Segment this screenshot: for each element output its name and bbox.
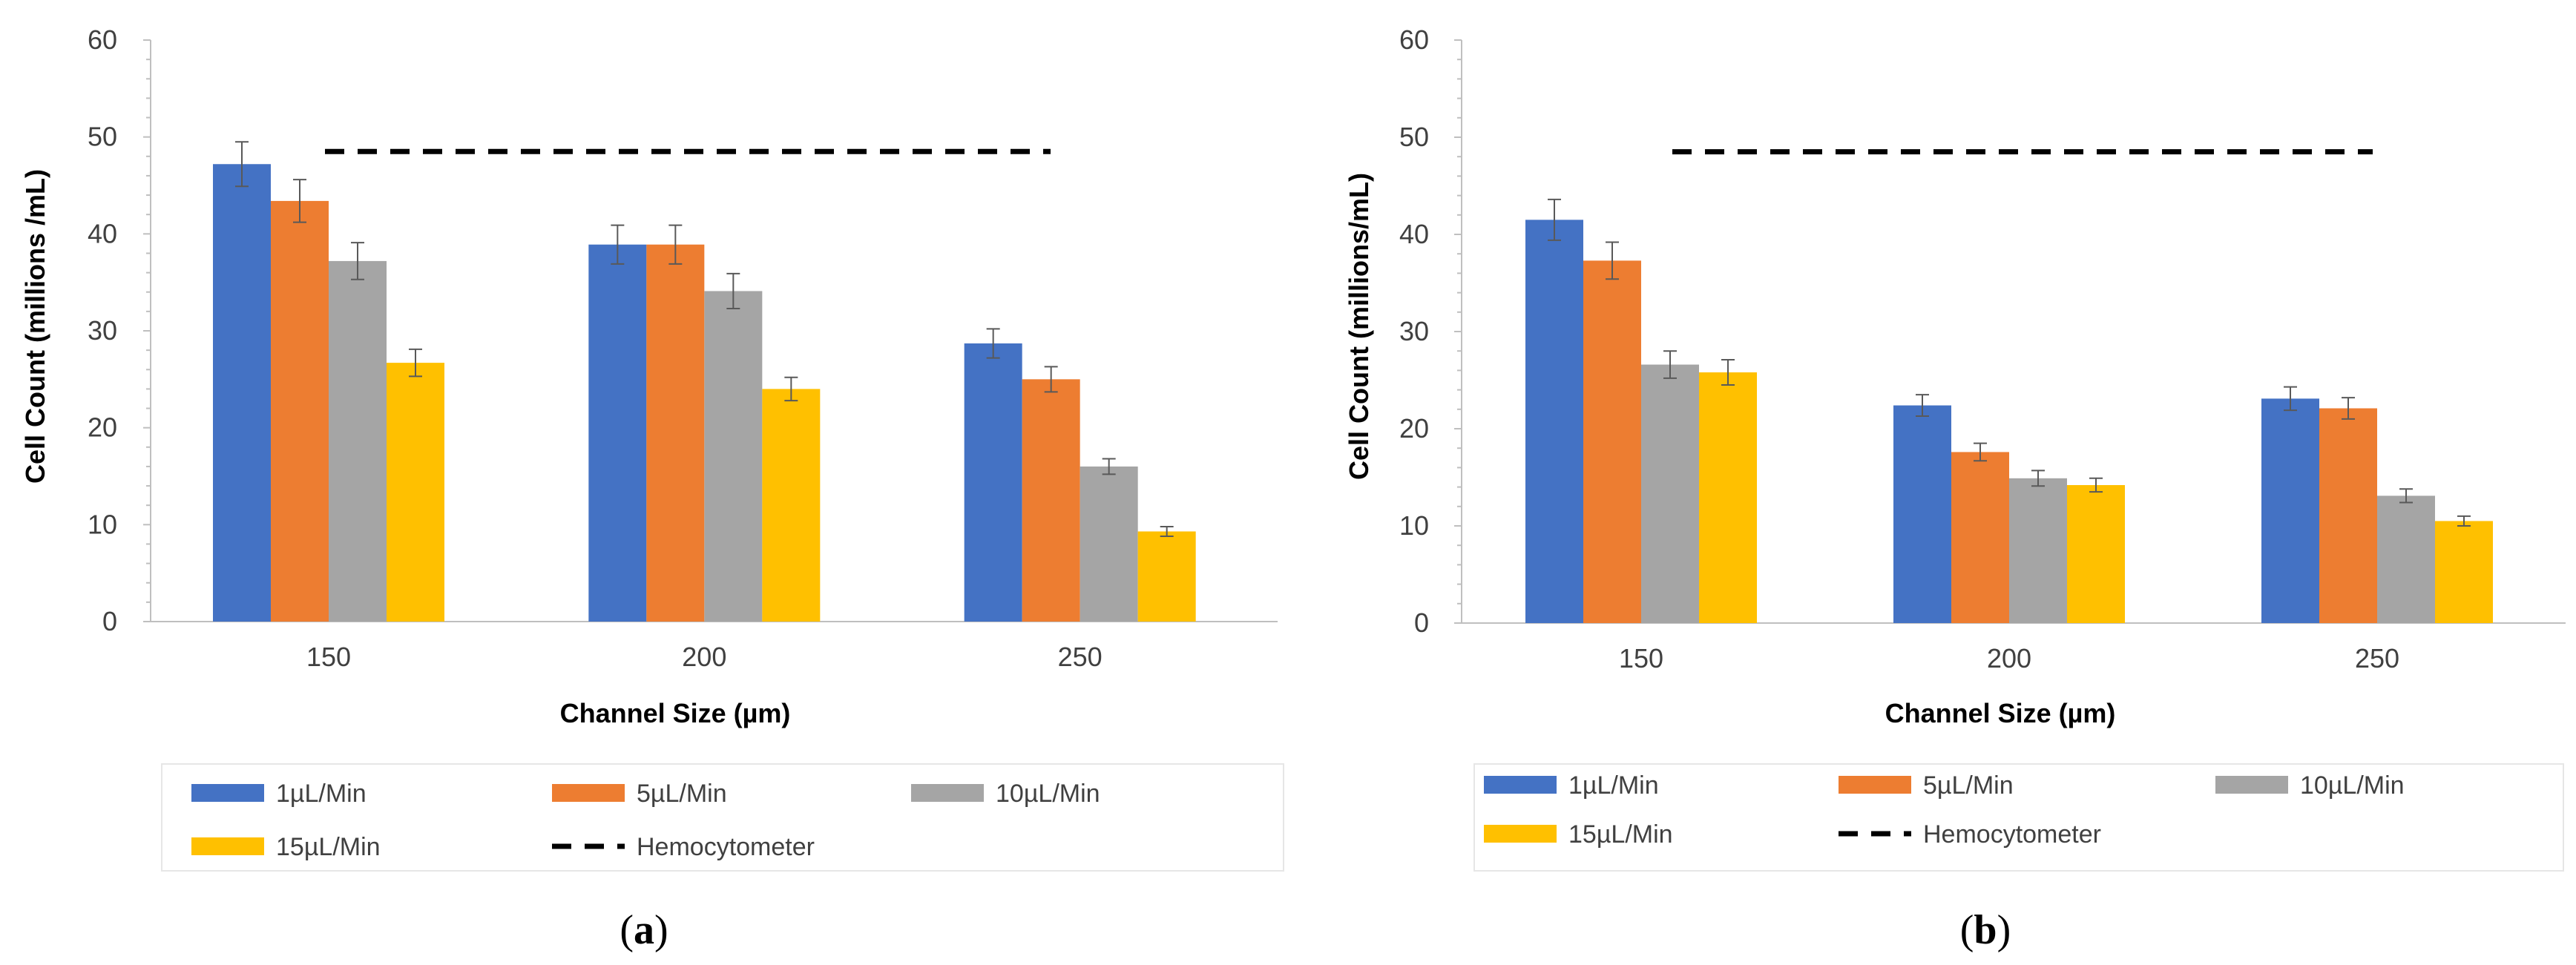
bar-10-l-min-150: [1641, 364, 1699, 623]
legend-swatch: [1839, 776, 1911, 794]
bar-10-l-min-200: [704, 291, 763, 622]
legend-label: 15µL/Min: [276, 833, 381, 861]
bar-5-l-min-150: [1583, 260, 1641, 623]
x-tick-label: 150: [306, 642, 351, 672]
legend-label: 1µL/Min: [1568, 771, 1659, 800]
y-tick-label: 30: [88, 315, 117, 346]
y-tick-label: 10: [1399, 510, 1429, 541]
caption-letter: b: [1974, 907, 1997, 953]
x-axis-title: Channel Size (µm): [1885, 698, 2116, 728]
legend-swatch: [911, 784, 984, 802]
y-tick-label: 50: [1399, 122, 1429, 152]
bar-5-l-min-150: [271, 200, 329, 622]
bar-1-l-min-250: [2261, 398, 2319, 623]
y-tick-label: 40: [1399, 219, 1429, 249]
chart-a: Cell Count (millions /mL) Channel Size (…: [20, 24, 1284, 953]
caption-close: ): [1997, 907, 2011, 953]
panel-caption: (b): [1960, 907, 2011, 953]
y-tick-label: 20: [88, 412, 117, 443]
legend-label: 15µL/Min: [1568, 820, 1673, 849]
bar-1-l-min-150: [213, 164, 271, 622]
y-axis-title: Cell Count (millions/mL): [1344, 173, 1374, 480]
bar-1-l-min-150: [1525, 220, 1583, 624]
bar-1-l-min-200: [1893, 405, 1951, 623]
y-tick-label: 60: [88, 24, 117, 55]
y-tick-label: 0: [1414, 607, 1429, 638]
y-tick-label: 10: [88, 509, 117, 539]
legend-swatch: [552, 784, 625, 802]
caption-open: (: [1960, 907, 1974, 953]
x-tick-label: 250: [1058, 642, 1103, 672]
caption-close: ): [654, 907, 668, 953]
bar-15-l-min-250: [2435, 521, 2493, 623]
bar-5-l-min-250: [2319, 408, 2377, 623]
legend-label: 1µL/Min: [276, 780, 367, 808]
bar-15-l-min-150: [1699, 372, 1757, 623]
chart-panel-a: Cell Count (millions /mL) Channel Size (…: [20, 24, 1284, 953]
bar-10-l-min-200: [2009, 478, 2067, 623]
y-axis-title: Cell Count (millions /mL): [20, 169, 50, 484]
x-axis-title: Channel Size (µm): [560, 698, 791, 728]
caption-open: (: [620, 907, 634, 953]
legend-label: 10µL/Min: [2300, 771, 2405, 800]
bar-5-l-min-200: [1951, 452, 2009, 623]
bar-15-l-min-200: [762, 389, 821, 622]
y-tick-label: 40: [88, 218, 117, 248]
y-tick-label: 20: [1399, 413, 1429, 444]
bar-5-l-min-200: [646, 244, 705, 622]
legend-label: 5µL/Min: [1923, 771, 2014, 800]
legend-label: 10µL/Min: [996, 780, 1100, 808]
legend-label: Hemocytometer: [637, 833, 815, 861]
y-tick-label: 50: [88, 122, 117, 152]
legend-swatch: [1484, 825, 1557, 843]
bar-1-l-min-200: [588, 244, 647, 622]
bar-10-l-min-250: [2377, 495, 2435, 623]
bar-1-l-min-250: [964, 343, 1022, 622]
bar-10-l-min-150: [329, 260, 387, 622]
x-tick-label: 200: [1987, 643, 2031, 673]
bar-15-l-min-250: [1137, 531, 1196, 622]
x-tick-label: 250: [2355, 643, 2399, 673]
legend-box: [161, 763, 1284, 872]
y-tick-label: 60: [1399, 24, 1429, 55]
y-tick-label: 0: [102, 606, 117, 636]
bar-5-l-min-250: [1022, 379, 1080, 622]
legend-label: Hemocytometer: [1923, 820, 2101, 849]
y-tick-label: 30: [1399, 316, 1429, 346]
chart-panel-b: Cell Count (millions/mL) Channel Size (µ…: [1288, 0, 2576, 965]
legend-label: 5µL/Min: [637, 780, 727, 808]
legend-swatch: [2215, 776, 2288, 794]
bar-15-l-min-150: [387, 363, 444, 622]
legend-swatch: [191, 784, 264, 802]
panel-caption: (a): [620, 907, 668, 953]
bar-15-l-min-200: [2067, 484, 2125, 623]
legend-box: [1473, 763, 2564, 872]
legend-swatch: [191, 837, 264, 855]
bar-10-l-min-250: [1080, 466, 1138, 622]
chart-b: Cell Count (millions/mL) Channel Size (µ…: [1344, 24, 2566, 953]
x-tick-label: 200: [682, 642, 726, 672]
caption-letter: a: [634, 907, 654, 953]
legend-swatch: [1484, 776, 1557, 794]
x-tick-label: 150: [1619, 643, 1663, 673]
